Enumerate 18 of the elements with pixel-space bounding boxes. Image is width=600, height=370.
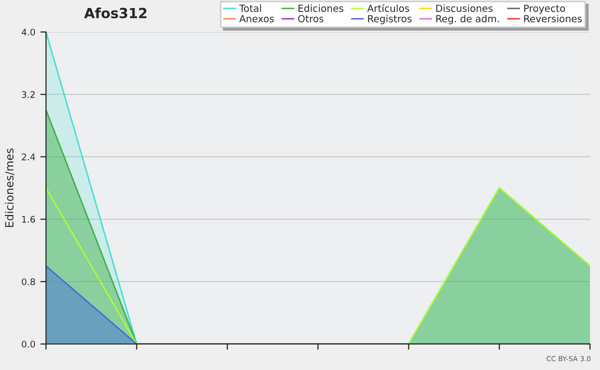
y-tick-label: 0.0: [22, 340, 35, 348]
legend-label: Discusiones: [436, 4, 493, 12]
legend-label: Ediciones: [298, 4, 344, 12]
chart-title: Afos312: [84, 8, 146, 18]
y-tick-label: 4.0: [22, 28, 35, 36]
y-tick-label: 2.4: [22, 154, 36, 160]
legend-label: Artículos: [367, 4, 410, 12]
legend-label: Reg. de adm.: [436, 14, 499, 24]
legend-label: Proyecto: [524, 4, 565, 14]
legend-label: Otros: [298, 14, 324, 22]
legend-label: Total: [239, 4, 261, 12]
legend-label: Registros: [368, 14, 412, 24]
legend-label: Reversiones: [524, 14, 582, 22]
y-tick-label: 0.8: [22, 278, 35, 286]
y-axis-title: Ediciones/mes: [4, 148, 14, 227]
y-tick-label: 1.6: [22, 216, 36, 223]
y-tick-label: 3.2: [22, 91, 35, 98]
legend-label: Anexos: [239, 15, 274, 22]
